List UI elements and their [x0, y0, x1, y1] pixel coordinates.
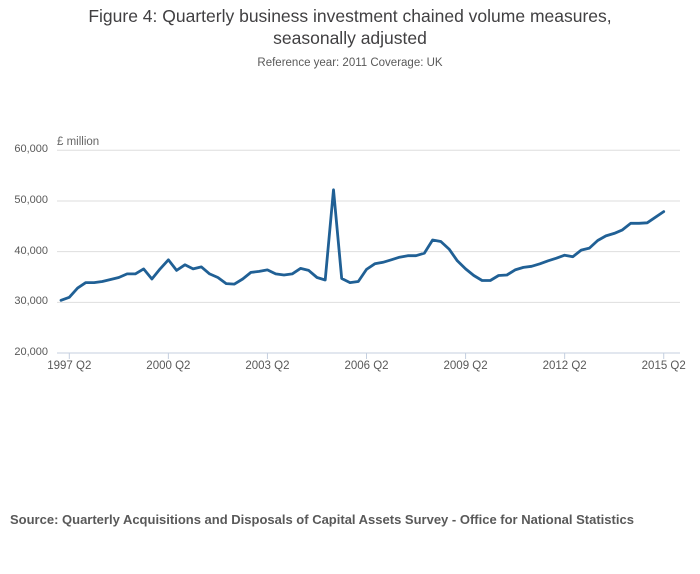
y-tick-label: 20,000 — [14, 346, 48, 358]
x-tick-label: 2006 Q2 — [344, 360, 389, 372]
figure-title-text: Figure 4: Quarterly business investment … — [88, 6, 612, 48]
y-axis-unit-label: £ million — [57, 136, 100, 148]
figure-title: Figure 4: Quarterly business investment … — [0, 6, 700, 49]
source-note: Source: Quarterly Acquisitions and Dispo… — [10, 512, 634, 527]
y-tick-label: 40,000 — [14, 244, 48, 257]
x-tick-label: 2009 Q2 — [443, 360, 488, 372]
y-tick-label: 30,000 — [14, 295, 48, 308]
x-tick-label: 2012 Q2 — [542, 360, 587, 372]
x-tick-label: 2003 Q2 — [245, 360, 290, 372]
x-tick-label: 2015 Q2 — [641, 360, 686, 372]
y-tick-label: 60,000 — [14, 143, 48, 156]
business-investment-line — [59, 188, 666, 302]
line-chart-svg — [57, 149, 680, 359]
y-tick-label: 50,000 — [14, 193, 48, 206]
x-tick-label: 2000 Q2 — [146, 360, 191, 372]
x-tick-label: 1997 Q2 — [47, 360, 92, 372]
figure-subtitle: Reference year: 2011 Coverage: UK — [257, 57, 443, 69]
